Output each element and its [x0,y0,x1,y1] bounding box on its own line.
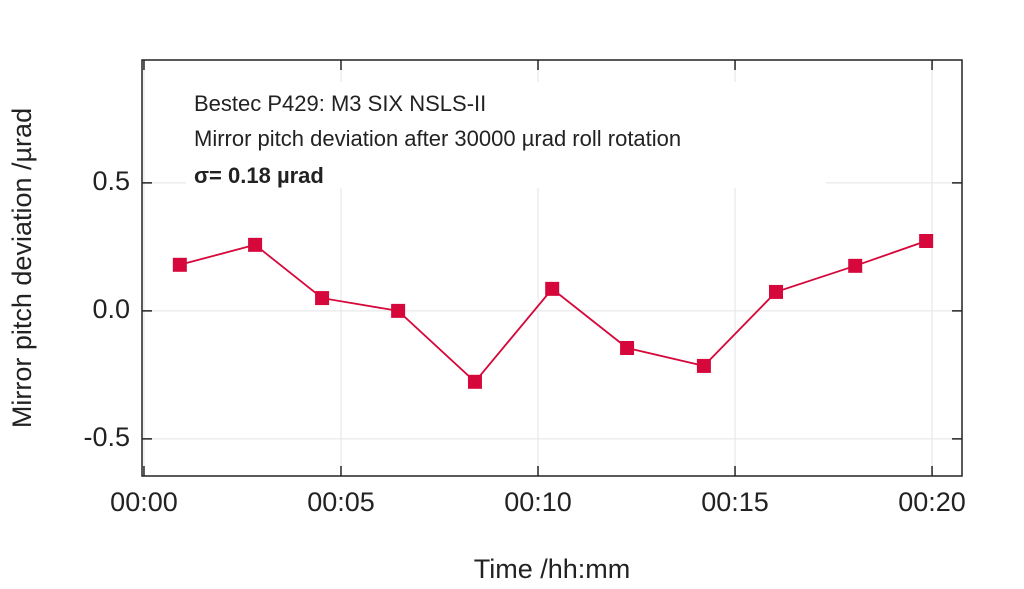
data-point [696,358,711,373]
data-point [391,303,406,318]
data-point [172,257,187,272]
x-tick-label: 00:15 [701,487,769,517]
series-line [179,240,927,384]
y-tick-label: -0.5 [83,422,130,452]
annotation-box [186,82,826,188]
data-point [545,281,560,296]
data-point [248,237,263,252]
annotation: Bestec P429: M3 SIX NSLS-II [194,91,486,116]
y-tick-label: 0.5 [92,166,130,196]
y-axis-label: Mirror pitch deviation /µrad [7,108,37,428]
annotation: σ= 0.18 µrad [194,163,324,188]
annotation: Mirror pitch deviation after 30000 µrad … [194,126,681,151]
data-point [919,233,934,248]
data-point [848,258,863,273]
x-tick-label: 00:10 [504,487,572,517]
x-tick-label: 00:05 [307,487,375,517]
data-point [467,374,482,389]
x-tick-label: 00:20 [898,487,966,517]
data-point [620,341,635,355]
y-tick-label: 0.0 [92,294,130,324]
data-point [769,284,784,299]
x-axis-label: Time /hh:mm [474,554,631,584]
plot-frame [141,59,963,477]
x-tick-label: 00:00 [110,487,178,517]
data-point [315,291,330,306]
